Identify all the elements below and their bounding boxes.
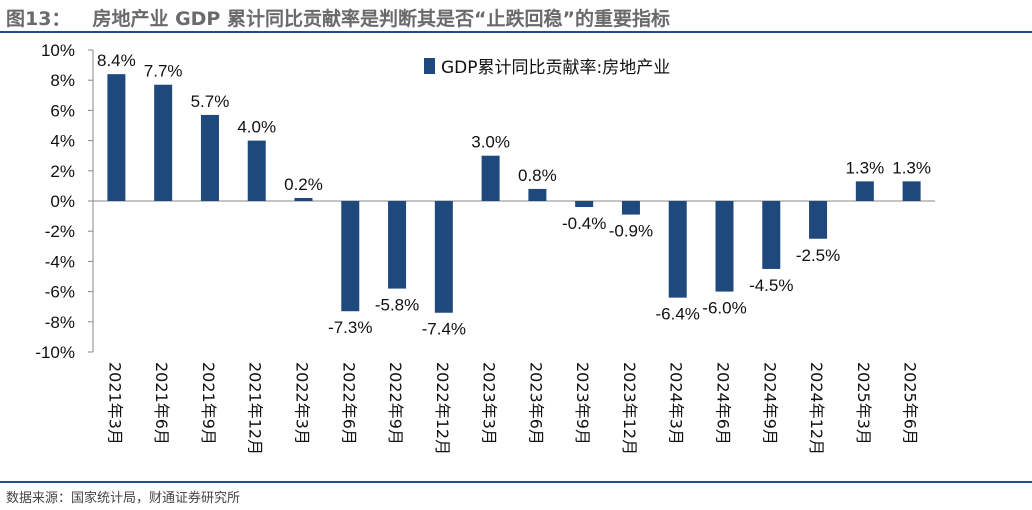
data-label: 0.8% — [518, 166, 557, 185]
category-label: 2022年6月 — [339, 362, 358, 445]
bar — [481, 155, 500, 201]
bar — [715, 201, 734, 292]
y-tick-label: -8% — [45, 313, 75, 332]
bar — [154, 84, 173, 201]
category-label: 2022年12月 — [433, 362, 452, 455]
bar — [388, 201, 407, 289]
category-label: 2023年6月 — [526, 362, 545, 445]
bar — [621, 201, 640, 215]
y-tick-label: -10% — [35, 343, 75, 362]
bar — [200, 114, 219, 201]
y-tick-label: 4% — [50, 132, 75, 151]
bar — [575, 201, 594, 208]
category-label: 2022年9月 — [386, 362, 405, 445]
data-label: 3.0% — [471, 133, 510, 152]
category-label: 2021年12月 — [246, 362, 265, 455]
y-tick-label: 10% — [41, 41, 75, 60]
bar — [809, 201, 828, 239]
bottom-rule — [0, 481, 1032, 483]
y-tick-label: -2% — [45, 222, 75, 241]
y-tick-label: 2% — [50, 162, 75, 181]
data-label: -2.5% — [796, 246, 840, 265]
bar — [294, 197, 313, 201]
data-label: 1.3% — [845, 158, 884, 177]
category-label: 2022年3月 — [293, 362, 312, 445]
data-label: -7.4% — [422, 320, 466, 339]
category-label: 2024年6月 — [714, 362, 733, 445]
bar — [668, 201, 687, 298]
category-label: 2021年6月 — [152, 362, 171, 445]
category-label: 2023年9月 — [573, 362, 592, 445]
category-label: 2024年3月 — [667, 362, 686, 445]
bar — [341, 201, 360, 312]
top-rule — [0, 31, 1032, 33]
bar — [762, 201, 781, 269]
legend-label: GDP累计同比贡献率:房地产业 — [441, 58, 670, 78]
figure-title: 图13： 房地产业 GDP 累计同比贡献率是判断其是否“止跌回稳”的重要指标 — [6, 4, 670, 31]
category-label: 2024年9月 — [760, 362, 779, 445]
y-tick-label: -6% — [45, 283, 75, 302]
data-label: -0.4% — [562, 214, 606, 233]
legend-swatch — [424, 58, 435, 74]
bar — [434, 201, 453, 313]
data-label: -6.4% — [656, 305, 700, 324]
data-label: -6.0% — [702, 299, 746, 318]
data-label: 7.7% — [144, 62, 183, 81]
bar — [855, 181, 874, 201]
y-tick-label: 0% — [50, 192, 75, 211]
data-label: -7.3% — [328, 318, 372, 337]
y-tick-label: -4% — [45, 252, 75, 271]
category-label: 2021年3月 — [105, 362, 124, 445]
bar — [107, 74, 126, 201]
data-label: 8.4% — [97, 51, 136, 70]
category-label: 2021年9月 — [199, 362, 218, 445]
data-label: 4.0% — [237, 118, 276, 137]
figure-number: 图13： — [6, 8, 71, 30]
category-label: 2025年3月 — [854, 362, 873, 445]
y-tick-label: 6% — [50, 101, 75, 120]
bar — [902, 181, 921, 201]
data-label: -0.9% — [609, 222, 653, 241]
data-label: 5.7% — [191, 92, 230, 111]
category-label: 2023年12月 — [620, 362, 639, 455]
data-label: -5.8% — [375, 296, 419, 315]
data-label: -4.5% — [749, 276, 793, 295]
y-tick-label: 8% — [50, 71, 75, 90]
figure-title-text: 房地产业 GDP 累计同比贡献率是判断其是否“止跌回稳”的重要指标 — [92, 8, 670, 30]
category-label: 2025年6月 — [901, 362, 920, 445]
data-label: 0.2% — [284, 175, 323, 194]
bar-chart: 10% 8% 6% 4% 2% 0% -2% -4% -6% -8% -10% 8.4% 2021年3月… — [35, 41, 935, 455]
category-label: 2023年3月 — [480, 362, 499, 445]
bar — [247, 140, 266, 201]
data-label: 1.3% — [892, 158, 931, 177]
category-label: 2024年12月 — [807, 362, 826, 455]
bar — [528, 188, 547, 201]
source-note: 数据来源：国家统计局，财通证券研究所 — [6, 491, 241, 506]
